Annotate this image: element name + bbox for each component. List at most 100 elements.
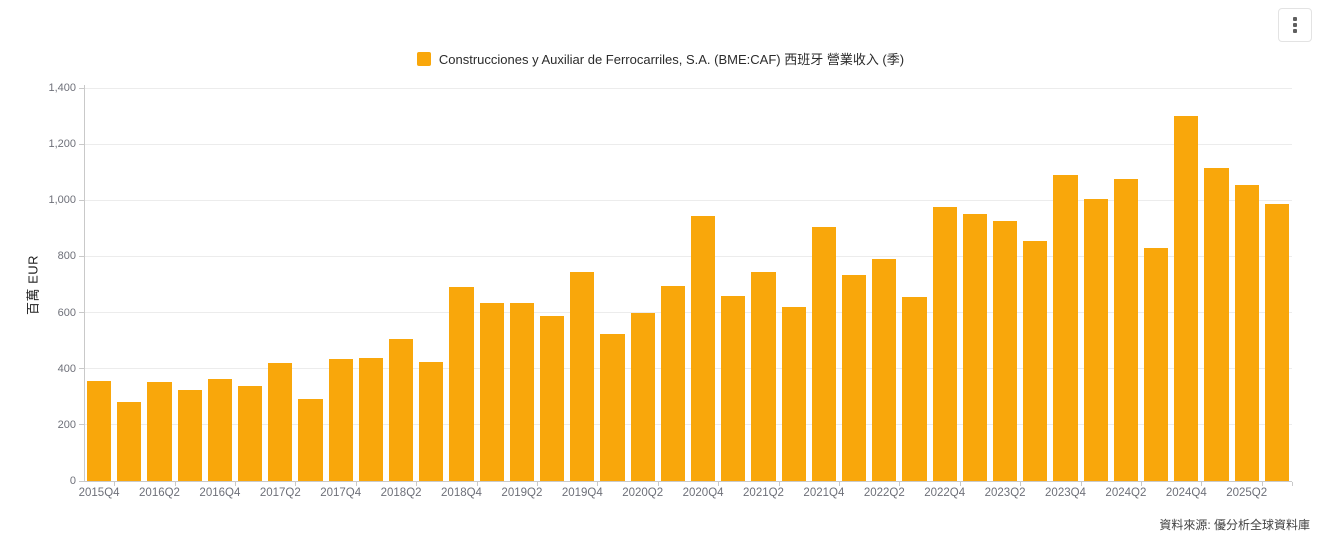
y-axis-tick-label: 200: [57, 418, 76, 431]
x-axis-tick: [537, 482, 538, 486]
x-axis-tick-label: 2023Q2: [984, 487, 1026, 499]
x-axis-tick-label: 2017Q4: [320, 487, 362, 499]
bar[interactable]: [207, 379, 232, 481]
bar[interactable]: [238, 386, 263, 481]
bar[interactable]: [1023, 241, 1048, 481]
bar[interactable]: [1234, 185, 1259, 481]
x-axis-tick: [355, 482, 357, 486]
y-axis-tick: [79, 368, 84, 370]
gridline: [84, 143, 1292, 145]
y-axis-tick-label: 1,400: [48, 82, 76, 94]
y-axis-tick: [79, 87, 84, 89]
y-axis-tick-label: 1,000: [48, 194, 76, 207]
gridline: [84, 368, 1292, 370]
bar[interactable]: [1083, 199, 1108, 481]
x-axis-tick-label: 2022Q2: [863, 487, 905, 499]
bar[interactable]: [87, 381, 112, 481]
bar[interactable]: [751, 272, 776, 481]
x-axis-tick: [1020, 482, 1022, 486]
bar[interactable]: [177, 390, 202, 481]
bar[interactable]: [721, 296, 746, 481]
y-axis-tick: [79, 143, 84, 145]
bar[interactable]: [872, 259, 897, 481]
bar[interactable]: [1174, 116, 1199, 481]
x-axis-tick-label: 2016Q4: [199, 487, 241, 499]
x-axis-tick: [416, 482, 418, 486]
x-axis-tick: [114, 482, 116, 486]
y-axis-line: [84, 85, 85, 481]
x-axis-tick-label: 2017Q2: [259, 487, 301, 499]
x-axis-tick: [657, 482, 659, 486]
bar[interactable]: [328, 359, 353, 481]
bar[interactable]: [509, 303, 534, 481]
bar[interactable]: [358, 358, 383, 481]
x-axis-tick: [295, 482, 297, 486]
bar[interactable]: [962, 214, 987, 481]
bar[interactable]: [811, 227, 836, 481]
chart-menu-button[interactable]: [1278, 8, 1312, 42]
bar[interactable]: [479, 303, 504, 481]
bar[interactable]: [117, 402, 142, 481]
y-axis-tick: [79, 480, 84, 482]
bar[interactable]: [691, 216, 716, 481]
bar[interactable]: [902, 297, 927, 481]
x-axis-tick-label: 2025Q2: [1226, 487, 1268, 499]
bar[interactable]: [781, 307, 806, 481]
bar[interactable]: [268, 363, 293, 481]
gridline: [84, 424, 1292, 426]
x-axis-tick: [839, 482, 840, 486]
bar[interactable]: [1144, 248, 1169, 481]
x-axis-tick: [1141, 482, 1142, 486]
x-axis-tick: [235, 482, 236, 486]
x-axis-tick-label: 2021Q2: [743, 487, 784, 499]
x-axis-tick: [1292, 482, 1293, 486]
x-axis-tick-label: 2019Q2: [501, 487, 543, 499]
y-axis-tick: [79, 312, 84, 314]
bar[interactable]: [1264, 204, 1289, 481]
bar[interactable]: [570, 272, 595, 481]
x-axis-tick-label: 2021Q4: [803, 487, 845, 499]
x-axis-tick: [597, 482, 599, 486]
bar[interactable]: [449, 287, 474, 481]
bar[interactable]: [389, 339, 414, 481]
x-axis-tick: [1080, 482, 1082, 486]
x-axis-tick-label: 2024Q4: [1165, 487, 1207, 499]
x-axis-tick: [1261, 482, 1263, 486]
bar[interactable]: [1053, 175, 1078, 481]
data-source: 資料來源: 優分析全球資料庫: [1159, 518, 1310, 532]
y-axis-tick-label: 1,200: [48, 138, 76, 151]
legend: Construcciones y Auxiliar de Ferrocarril…: [0, 49, 1321, 68]
x-axis-tick: [778, 482, 780, 486]
bar[interactable]: [600, 334, 625, 481]
x-axis-tick: [174, 482, 176, 486]
gridline: [84, 87, 1292, 89]
x-axis-tick-label: 2016Q2: [139, 487, 180, 499]
bar[interactable]: [147, 382, 172, 481]
bar[interactable]: [1204, 168, 1229, 481]
x-axis-tick-label: 2018Q2: [380, 487, 422, 499]
gridline: [84, 199, 1292, 201]
x-axis-tick: [1201, 482, 1203, 486]
x-axis-tick-label: 2020Q2: [622, 487, 664, 499]
legend-label: Construcciones y Auxiliar de Ferrocarril…: [438, 52, 905, 67]
x-axis-tick-label: 2019Q4: [561, 487, 603, 499]
kebab-menu-icon: [1293, 17, 1297, 33]
bar[interactable]: [540, 316, 565, 481]
legend-swatch[interactable]: [416, 51, 431, 66]
bar[interactable]: [419, 362, 444, 481]
bar[interactable]: [630, 313, 655, 481]
bar[interactable]: [842, 275, 867, 481]
bar[interactable]: [993, 221, 1018, 481]
gridline: [84, 312, 1292, 314]
x-axis-tick: [959, 482, 961, 486]
y-axis-tick-label: 600: [57, 306, 76, 319]
bar[interactable]: [932, 207, 957, 481]
bar[interactable]: [660, 286, 685, 481]
y-axis-tick: [79, 424, 84, 426]
x-axis-tick-label: 2023Q4: [1045, 487, 1086, 499]
bar[interactable]: [298, 399, 323, 481]
bar[interactable]: [1113, 179, 1138, 481]
x-axis-tick-label: 2020Q4: [682, 487, 724, 499]
gridline: [84, 255, 1292, 257]
